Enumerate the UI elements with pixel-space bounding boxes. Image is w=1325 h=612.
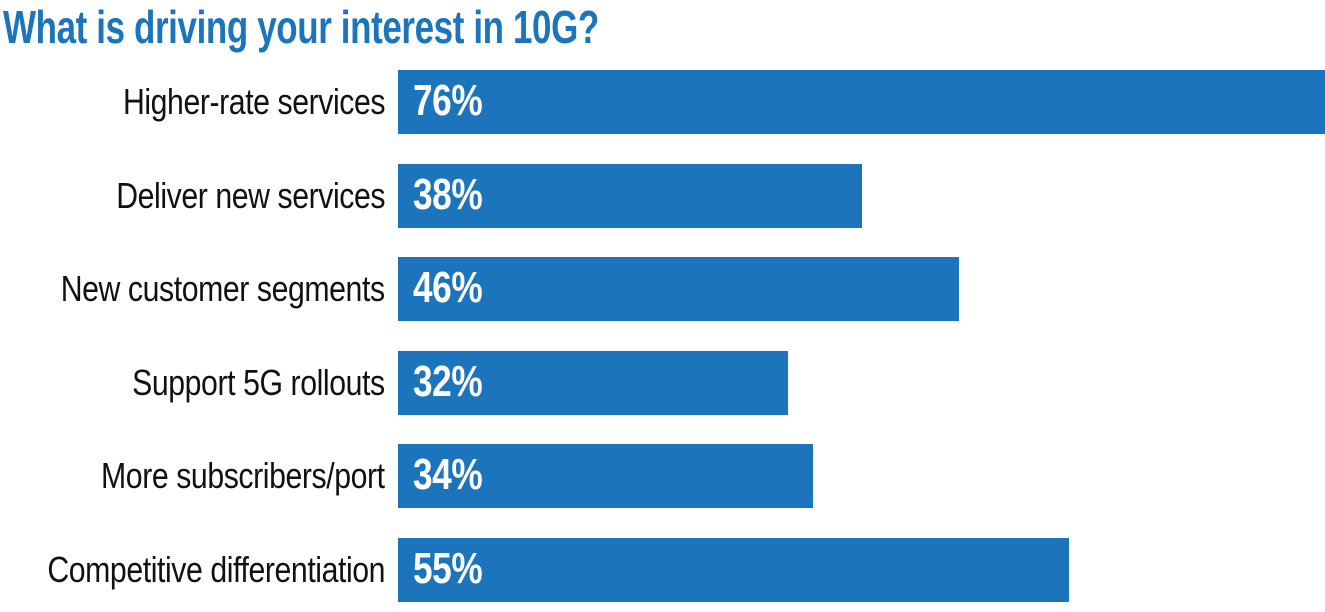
bar: 46%	[398, 257, 960, 322]
bar-track: 76%	[398, 70, 1325, 134]
category-label: Support 5G rollouts	[132, 361, 385, 403]
bar: 34%	[398, 444, 813, 509]
bar-value-label: 34%	[413, 450, 483, 500]
category-label-cell: Deliver new services	[0, 164, 398, 228]
category-label: Higher-rate services	[122, 81, 386, 122]
bar-value-label: 46%	[413, 263, 483, 313]
category-label: Competitive differentiation	[47, 548, 385, 590]
category-label: New customer segments	[61, 268, 385, 310]
chart-row: Support 5G rollouts 32%	[0, 350, 1325, 415]
bar-value-label: 32%	[413, 356, 483, 406]
chart-title: What is driving your interest in 10G?	[3, 1, 599, 53]
category-label-cell: Support 5G rollouts	[0, 351, 398, 415]
chart-rows: Higher-rate services 76% Deliver new ser…	[0, 70, 1325, 602]
category-label-cell: New customer segments	[0, 257, 398, 321]
chart-row: Deliver new services 38%	[0, 163, 1325, 228]
bar: 76%	[398, 70, 1325, 134]
bar: 32%	[398, 350, 789, 415]
chart-row: New customer segments 46%	[0, 257, 1325, 322]
bar-track: 38%	[398, 163, 1325, 228]
chart-row: More subscribers/port 34%	[0, 444, 1325, 509]
bar-value-label: 38%	[413, 169, 483, 219]
bar-value-label: 55%	[413, 543, 483, 593]
category-label-cell: More subscribers/port	[0, 444, 398, 508]
bar-track: 32%	[398, 350, 1325, 415]
bar-track: 34%	[398, 444, 1325, 509]
bar-value-label: 76%	[413, 76, 483, 125]
category-label-cell: Competitive differentiation	[0, 538, 398, 602]
chart-row: Higher-rate services 76%	[0, 70, 1325, 134]
chart-row: Competitive differentiation 55%	[0, 537, 1325, 602]
bar-track: 55%	[398, 537, 1325, 602]
category-label-cell: Higher-rate services	[0, 70, 398, 134]
category-label: Deliver new services	[116, 174, 385, 216]
bar: 38%	[398, 163, 862, 228]
bar-track: 46%	[398, 257, 1325, 322]
category-label: More subscribers/port	[101, 455, 385, 497]
bar: 55%	[398, 537, 1069, 602]
